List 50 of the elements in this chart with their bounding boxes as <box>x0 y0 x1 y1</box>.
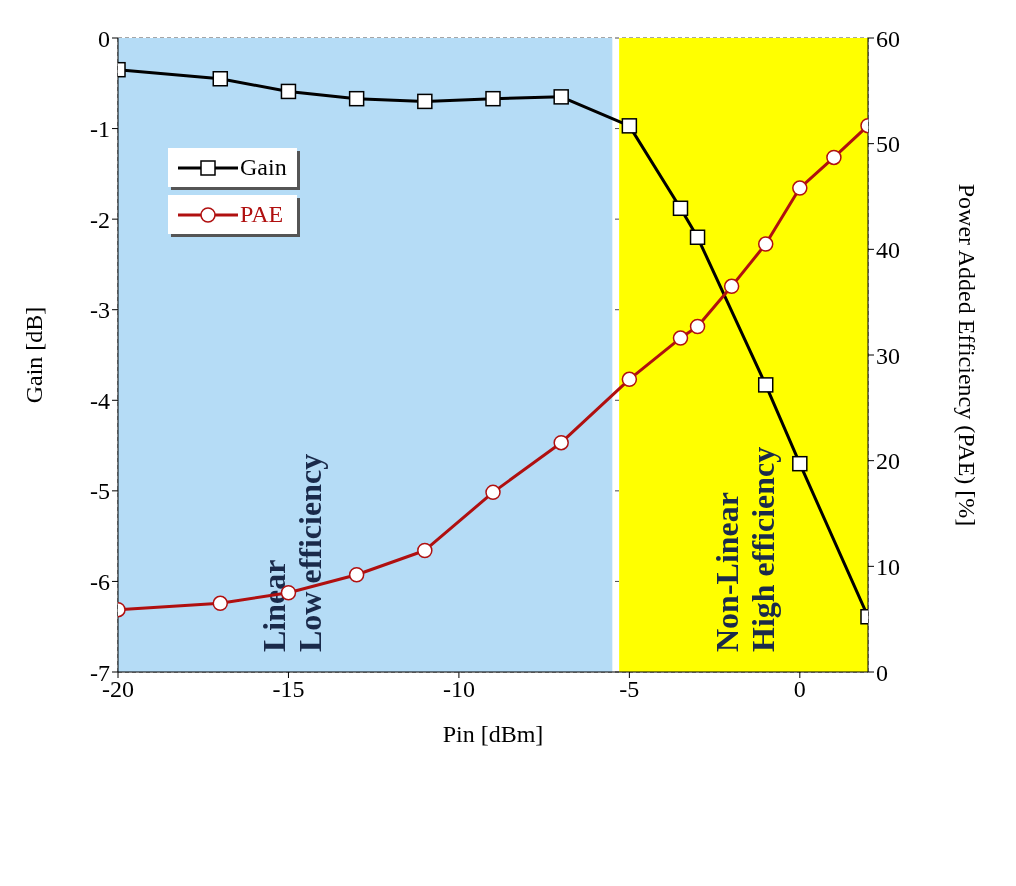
x-tick-label: -10 <box>442 676 475 703</box>
legend-frame: Gain <box>168 148 297 187</box>
point <box>826 149 842 166</box>
band-label: Non-Linear High efficiency <box>708 446 781 652</box>
y2-tick-label: 10 <box>876 553 900 580</box>
point <box>723 278 740 295</box>
point <box>485 90 501 107</box>
band-label: Linear Low efficiency <box>256 453 329 652</box>
y2-axis-title: Power Added Efficiency (PAE) [%] <box>954 183 981 527</box>
y-tick-label: -3 <box>90 297 110 324</box>
point <box>553 434 569 451</box>
point <box>689 229 706 246</box>
point <box>792 455 808 472</box>
y-tick-label: -5 <box>90 478 110 505</box>
y-tick-label: -1 <box>90 116 110 143</box>
point <box>757 377 774 393</box>
point <box>757 236 774 252</box>
point <box>280 83 297 100</box>
point <box>792 180 808 196</box>
point <box>212 71 229 87</box>
y2-tick-label: 50 <box>876 131 900 158</box>
point <box>621 118 638 134</box>
y2-tick-label: 30 <box>876 342 900 369</box>
point <box>348 90 365 107</box>
y2-tick-label: 20 <box>876 448 900 475</box>
y2-tick-label: 0 <box>876 659 888 686</box>
x-tick-label: 0 <box>793 676 806 703</box>
point <box>553 89 569 105</box>
point <box>212 595 229 612</box>
point <box>672 200 689 217</box>
y-tick-label: -4 <box>90 387 110 414</box>
point <box>417 93 433 110</box>
point <box>417 542 433 559</box>
point <box>672 330 689 346</box>
y-tick-label: -2 <box>90 206 110 233</box>
y2-tick-label: 40 <box>876 236 900 263</box>
point <box>689 318 706 335</box>
y-axis-title: Gain [dB] <box>20 306 47 404</box>
y-tick-label: -6 <box>90 568 110 595</box>
y-tick-label: 0 <box>98 25 110 52</box>
legend-frame: PAE <box>168 195 297 234</box>
x-tick-label: -5 <box>619 676 640 703</box>
legend-label: Gain <box>240 154 287 181</box>
legend-label: PAE <box>240 201 284 228</box>
y2-tick-label: 60 <box>876 25 900 52</box>
point <box>621 371 638 388</box>
x-axis-title: Pin [dBm] <box>442 721 544 747</box>
point <box>348 567 365 583</box>
x-tick-label: -15 <box>272 676 305 703</box>
point <box>485 484 501 501</box>
